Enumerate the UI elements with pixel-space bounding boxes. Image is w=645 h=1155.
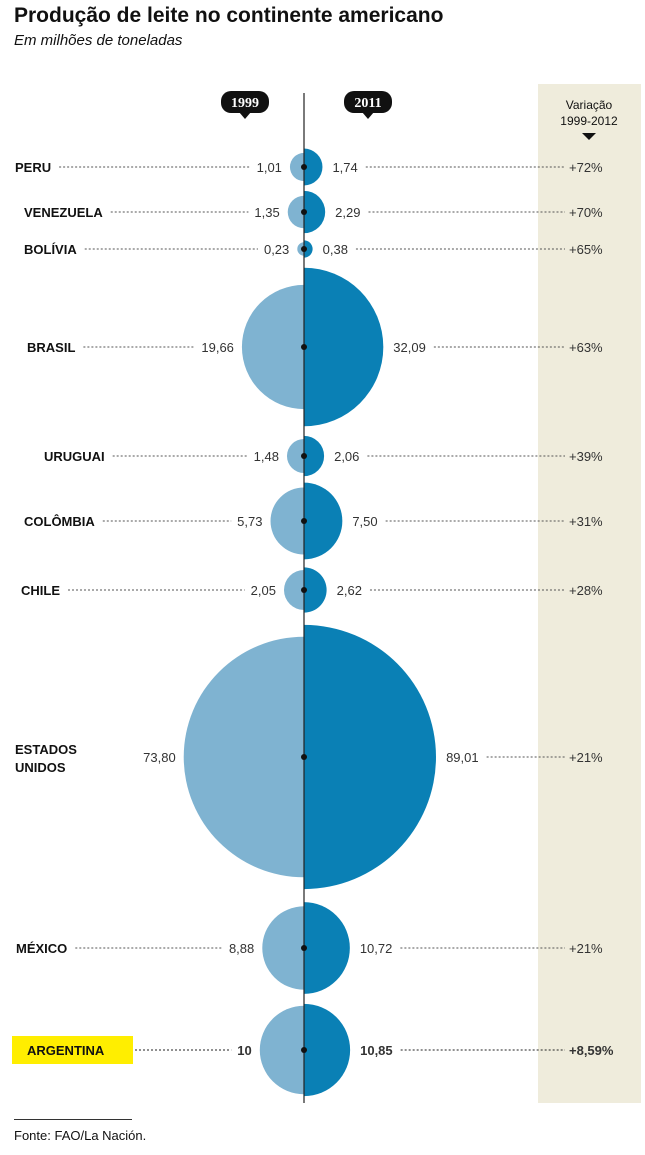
country-label-bolívia: BOLÍVIA [24, 242, 77, 257]
bubble-1999-colômbia [270, 487, 304, 555]
value-2011-uruguai: 2,06 [334, 449, 359, 464]
variation-bolívia: +65% [569, 242, 603, 257]
value-1999-uruguai: 1,48 [254, 449, 279, 464]
country-label-méxico: MÉXICO [16, 941, 67, 956]
value-1999-colômbia: 5,73 [237, 514, 262, 529]
country-label-peru: PERU [15, 160, 51, 175]
bubble-2011-peru [304, 148, 323, 186]
center-dot-venezuela [301, 209, 307, 215]
bubble-1999-méxico [262, 906, 304, 990]
variation-uruguai: +39% [569, 449, 603, 464]
center-dot-brasil [301, 344, 307, 350]
value-2011-méxico: 10,72 [360, 941, 393, 956]
value-1999-chile: 2,05 [251, 583, 276, 598]
center-dot-bolívia [301, 246, 307, 252]
country-label-estados-unidos: ESTADOS [15, 742, 77, 757]
value-2011-colômbia: 7,50 [352, 514, 377, 529]
bubble-2011-colômbia [304, 482, 343, 560]
value-1999-brasil: 19,66 [201, 340, 234, 355]
variation-arrow-icon [582, 133, 596, 140]
center-dot-peru [301, 164, 307, 170]
bubble-2011-méxico [304, 902, 350, 994]
bubble-2011-uruguai [304, 435, 325, 477]
bubble-2011-venezuela [304, 190, 326, 234]
value-1999-argentina: 10 [237, 1043, 251, 1058]
center-dot-méxico [301, 945, 307, 951]
source-divider [14, 1119, 132, 1120]
country-label-argentina: ARGENTINA [27, 1043, 105, 1058]
country-label-uruguai: URUGUAI [44, 449, 105, 464]
bubble-1999-bolívia [297, 242, 304, 256]
bubble-2011-brasil [304, 267, 384, 427]
value-2011-bolívia: 0,38 [323, 242, 348, 257]
bubble-1999-argentina [259, 1005, 304, 1095]
variation-chile: +28% [569, 583, 603, 598]
variation-venezuela: +70% [569, 205, 603, 220]
year-2011-badge-pointer-icon [362, 112, 374, 119]
variation-header-line2: 1999-2012 [560, 114, 618, 128]
bubble-2011-argentina [304, 1003, 351, 1097]
center-dot-chile [301, 587, 307, 593]
country-label-colômbia: COLÔMBIA [24, 514, 95, 529]
year-2011-label: 2011 [354, 96, 381, 111]
year-1999-label: 1999 [231, 96, 259, 111]
country-label-venezuela: VENEZUELA [24, 205, 103, 220]
value-1999-estados-unidos: 73,80 [143, 750, 176, 765]
chart-subtitle: Em milhões de toneladas [14, 32, 183, 49]
bubble-1999-uruguai [286, 438, 304, 474]
center-dot-colômbia [301, 518, 307, 524]
value-1999-peru: 1,01 [257, 160, 282, 175]
bubble-1999-venezuela [287, 195, 304, 229]
country-label-brasil: BRASIL [27, 340, 75, 355]
value-1999-méxico: 8,88 [229, 941, 254, 956]
variation-header-line1: Variação [566, 98, 613, 112]
variation-column [538, 84, 641, 1103]
variation-estados-unidos: +21% [569, 750, 603, 765]
center-dot-uruguai [301, 453, 307, 459]
source-note: Fonte: FAO/La Nación. [14, 1128, 147, 1143]
bubble-1999-brasil [241, 284, 304, 410]
chart-title: Produção de leite no continente american… [14, 4, 444, 27]
bubble-2011-bolívia [304, 240, 313, 258]
variation-peru: +72% [569, 160, 603, 175]
year-2011-badge [344, 91, 392, 113]
value-2011-argentina: 10,85 [360, 1043, 393, 1058]
variation-brasil: +63% [569, 340, 603, 355]
variation-colômbia: +31% [569, 514, 603, 529]
bubble-2011-chile [304, 567, 327, 613]
value-2011-peru: 1,74 [332, 160, 357, 175]
variation-argentina: +8,59% [569, 1043, 614, 1058]
center-dot-estados-unidos [301, 754, 307, 760]
bubble-1999-peru [289, 152, 304, 182]
year-1999-badge [221, 91, 269, 113]
value-1999-venezuela: 1,35 [254, 205, 279, 220]
value-2011-estados-unidos: 89,01 [446, 750, 479, 765]
variation-méxico: +21% [569, 941, 603, 956]
value-1999-bolívia: 0,23 [264, 242, 289, 257]
value-2011-chile: 2,62 [337, 583, 362, 598]
bubble-1999-estados-unidos [183, 636, 304, 878]
country-label-chile: CHILE [21, 583, 60, 598]
value-2011-venezuela: 2,29 [335, 205, 360, 220]
bubble-1999-chile [283, 569, 304, 611]
value-2011-brasil: 32,09 [393, 340, 426, 355]
country-highlight [12, 1036, 133, 1064]
center-dot-argentina [301, 1047, 307, 1053]
country-label-estados-unidos: UNIDOS [15, 760, 66, 775]
bubble-2011-estados-unidos [304, 624, 436, 890]
year-1999-badge-pointer-icon [239, 112, 251, 119]
